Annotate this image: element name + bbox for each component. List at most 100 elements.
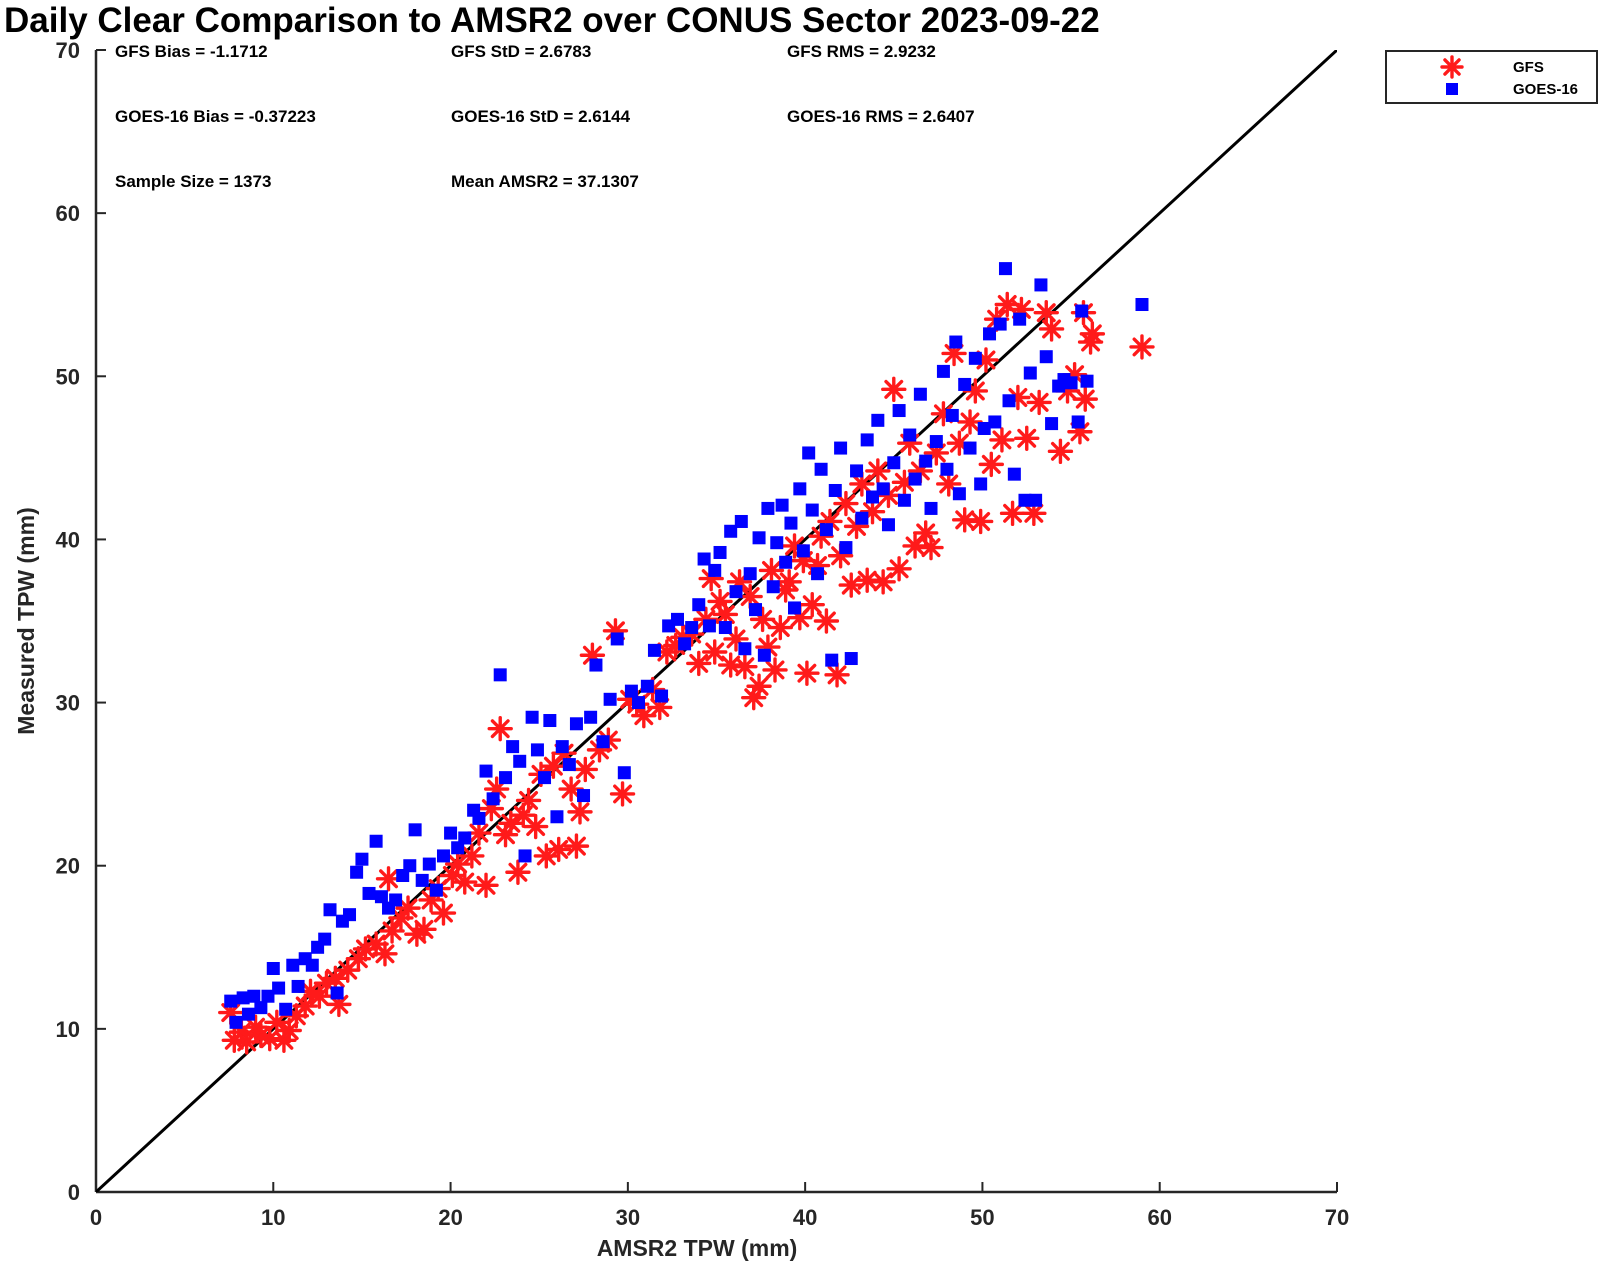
goes16-point xyxy=(963,441,977,455)
goes16-point xyxy=(323,903,337,917)
stat-text: GFS StD = 2.6783 xyxy=(451,42,591,61)
gfs-point xyxy=(732,653,758,680)
gfs-point xyxy=(271,1027,297,1053)
gfs-point xyxy=(957,409,983,435)
goes16-point xyxy=(766,580,780,594)
goes16-point xyxy=(805,503,819,517)
gfs-point xyxy=(746,673,772,699)
gfs-point xyxy=(762,657,788,683)
goes16-point xyxy=(486,792,500,806)
goes16-point xyxy=(866,490,880,504)
x-tick-label: 40 xyxy=(793,1205,817,1230)
gfs-point xyxy=(686,650,712,677)
goes16-point xyxy=(408,823,422,837)
goes16-point xyxy=(555,740,569,754)
goes16-point xyxy=(374,890,388,904)
goes16-point xyxy=(530,743,544,757)
goes16-point xyxy=(749,603,763,617)
goes16-point xyxy=(279,1002,293,1016)
goes16-point xyxy=(513,754,527,768)
goes16-point xyxy=(839,541,853,555)
goes16-point xyxy=(1064,376,1078,390)
stat-text: GFS RMS = 2.9232 xyxy=(787,42,936,61)
goes16-point xyxy=(974,477,988,491)
goes16-point xyxy=(422,857,436,871)
goes16-point xyxy=(949,335,963,349)
goes16-point xyxy=(936,364,950,378)
goes16-point xyxy=(584,710,598,724)
gfs-point xyxy=(918,534,944,561)
gfs-point xyxy=(505,859,531,885)
legend: GFS GOES-16 xyxy=(1385,50,1598,104)
goes16-point xyxy=(770,536,784,550)
goes16-point xyxy=(350,865,364,879)
goes16-point xyxy=(362,886,376,900)
goes16-point xyxy=(506,740,520,754)
goes16-point xyxy=(729,585,743,599)
gfs-point xyxy=(487,715,513,742)
goes16-point xyxy=(788,601,802,615)
goes16-point xyxy=(761,501,775,515)
gfs-point xyxy=(459,843,485,869)
y-tick-label: 50 xyxy=(56,364,80,389)
goes16-point xyxy=(958,377,972,391)
goes16-point xyxy=(1029,493,1043,507)
goes16-point xyxy=(436,849,450,863)
goes16-point xyxy=(855,511,869,525)
goes16-point xyxy=(518,849,532,863)
goes16-point xyxy=(887,456,901,470)
gfs-point xyxy=(817,508,843,535)
goes16-point xyxy=(775,498,789,512)
gfs-point xyxy=(522,813,549,840)
goes16-point xyxy=(734,514,748,528)
goes16-point xyxy=(343,908,357,922)
goes16-point xyxy=(988,415,1002,429)
goes16-point xyxy=(692,598,706,612)
goes16-point xyxy=(1071,415,1085,429)
goes16-point xyxy=(1013,312,1027,326)
goes16-point xyxy=(624,684,638,698)
goes16-point xyxy=(968,351,982,365)
goes16-point xyxy=(834,441,848,455)
goes16-point xyxy=(330,986,344,1000)
gfs-point xyxy=(372,941,398,967)
goes16-point xyxy=(631,696,645,710)
y-tick-label: 40 xyxy=(56,527,80,552)
goes16-point xyxy=(819,523,833,537)
stats-annotations: GFS Bias = -1.1712 GFS StD = 2.6783 GFS RM… xyxy=(115,42,975,191)
legend-goes16-label: GOES-16 xyxy=(1513,81,1578,98)
gfs-point xyxy=(824,662,850,688)
stat-text: GOES-16 RMS = 2.6407 xyxy=(787,107,975,126)
goes16-point xyxy=(929,435,943,449)
gfs-point xyxy=(563,833,590,859)
goes16-point xyxy=(318,932,332,946)
goes16-point xyxy=(738,642,752,656)
goes16-point xyxy=(881,518,895,532)
goes16-point xyxy=(685,621,699,635)
goes16-point xyxy=(589,658,603,672)
gfs-point xyxy=(388,905,414,931)
stat-text: GOES-16 Bias = -0.37223 xyxy=(115,107,316,126)
goes16-point xyxy=(919,454,933,468)
gfs-point xyxy=(444,851,471,877)
x-tick-label: 30 xyxy=(616,1205,640,1230)
goes16-point xyxy=(415,873,429,887)
goes16-point xyxy=(229,1015,243,1029)
gfs-point xyxy=(572,756,599,783)
y-axis-label: Measured TPW (mm) xyxy=(13,507,39,734)
y-tick-label: 70 xyxy=(56,38,80,63)
goes16-point xyxy=(993,317,1007,331)
axes: 0 10 20 30 40 50 60 70 0 10 20 30 40 50 60 70 xyxy=(56,38,1350,1230)
stat-text: GOES-16 StD = 2.6144 xyxy=(451,107,631,126)
goes16-point xyxy=(429,883,443,897)
gfs-point xyxy=(452,869,478,895)
gfs-point xyxy=(1033,299,1059,326)
stat-text: Mean AMSR2 = 37.1307 xyxy=(451,172,639,191)
goes16-point xyxy=(543,714,557,728)
goes16-point xyxy=(802,446,816,460)
goes16-point xyxy=(796,544,810,558)
goes16-point xyxy=(389,893,403,907)
goes16-point xyxy=(1045,417,1059,431)
goes16-point xyxy=(897,493,911,507)
goes16-point xyxy=(977,421,991,435)
